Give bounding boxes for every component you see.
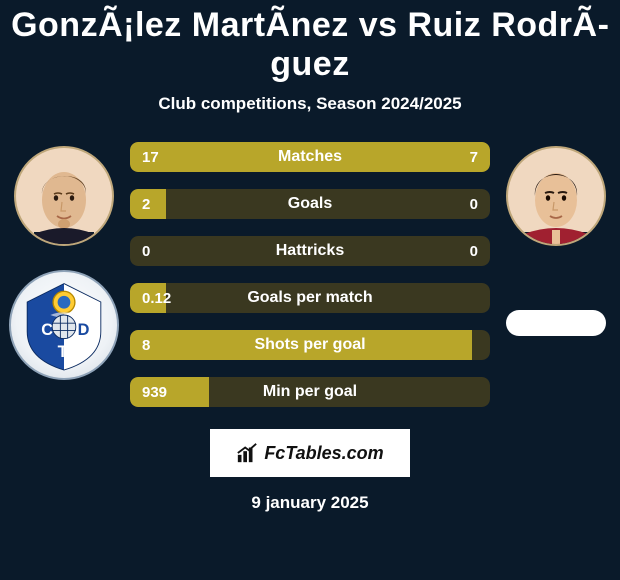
- left-side-column: C D T: [8, 142, 120, 380]
- svg-text:T: T: [58, 343, 68, 361]
- stat-label: Matches: [130, 142, 490, 172]
- source-logo-text: FcTables.com: [264, 443, 383, 464]
- stat-row: 177Matches: [130, 142, 490, 172]
- club-left-crest-icon: C D T: [14, 275, 114, 375]
- right-side-column: [500, 142, 612, 336]
- club-right-placeholder: [506, 310, 606, 336]
- club-left-badge: C D T: [9, 270, 119, 380]
- stat-row: 939Min per goal: [130, 377, 490, 407]
- player-right-face-icon: [516, 154, 596, 244]
- stat-row: 00Hattricks: [130, 236, 490, 266]
- stat-label: Shots per goal: [130, 330, 490, 360]
- source-logo-box: FcTables.com: [210, 429, 410, 477]
- stat-row: 0.12Goals per match: [130, 283, 490, 313]
- page-title: GonzÃ¡lez MartÃ­nez vs Ruiz RodrÃ­guez: [0, 6, 620, 84]
- svg-text:D: D: [78, 321, 90, 339]
- stat-label: Goals: [130, 189, 490, 219]
- svg-text:C: C: [41, 321, 53, 339]
- content-row: C D T 177Matches20Goals00Ha: [0, 142, 620, 407]
- date-label: 9 january 2025: [0, 493, 620, 513]
- player-right-avatar: [506, 146, 606, 246]
- player-left-face-icon: [24, 154, 104, 244]
- subtitle: Club competitions, Season 2024/2025: [0, 94, 620, 114]
- stat-row: 8Shots per goal: [130, 330, 490, 360]
- stat-label: Goals per match: [130, 283, 490, 313]
- comparison-infographic: GonzÃ¡lez MartÃ­nez vs Ruiz RodrÃ­guez C…: [0, 0, 620, 513]
- stat-bars: 177Matches 20Goals 00Hattricks 0.12Goals pe…: [120, 142, 500, 407]
- stat-label: Hattricks: [130, 236, 490, 266]
- fctables-mark-icon: [236, 442, 258, 464]
- player-left-avatar: [14, 146, 114, 246]
- stat-label: Min per goal: [130, 377, 490, 407]
- stat-row: 20Goals: [130, 189, 490, 219]
